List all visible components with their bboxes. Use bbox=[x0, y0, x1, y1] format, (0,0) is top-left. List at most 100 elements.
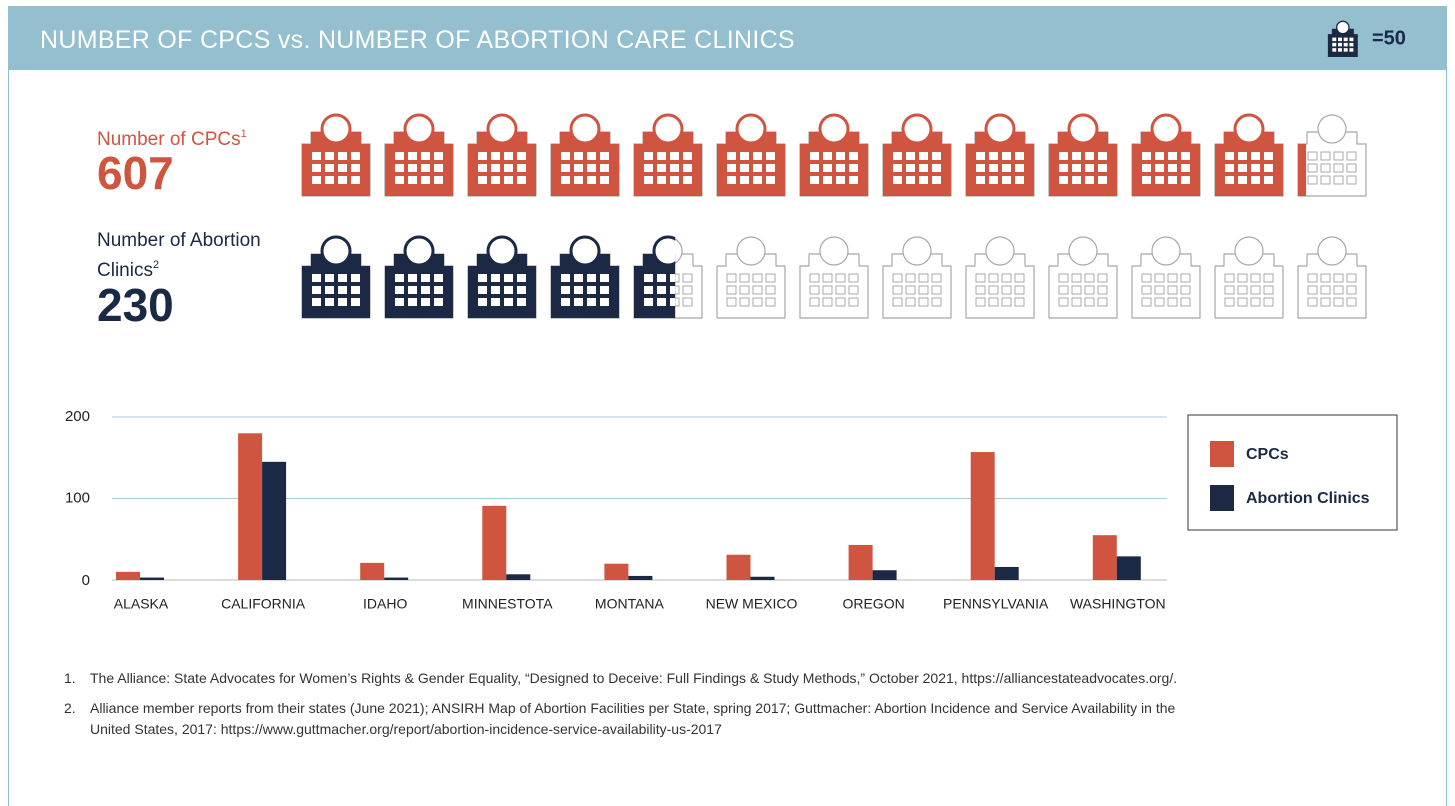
icon-window bbox=[587, 164, 596, 172]
icon-dome bbox=[1233, 113, 1265, 145]
icon-window bbox=[848, 285, 859, 295]
icon-window bbox=[1346, 297, 1357, 307]
icon-window bbox=[1349, 37, 1354, 42]
icon-dome bbox=[1317, 236, 1347, 266]
icon-window bbox=[325, 164, 334, 172]
icon-window bbox=[600, 274, 609, 282]
icon-window bbox=[1251, 152, 1260, 160]
icon-window bbox=[478, 298, 487, 306]
icon-fill bbox=[385, 235, 453, 318]
icon-window bbox=[1098, 176, 1107, 184]
icon-window bbox=[408, 298, 417, 306]
icon-window bbox=[1141, 285, 1152, 295]
icon-window bbox=[726, 297, 737, 307]
building-icon bbox=[1327, 20, 1358, 57]
icon-window bbox=[574, 176, 583, 184]
x-tick-label: PENNSYLVANIA bbox=[943, 596, 1049, 612]
icon-window bbox=[1058, 273, 1069, 283]
bar bbox=[1092, 535, 1117, 580]
icon-window bbox=[1168, 164, 1177, 172]
icon-window bbox=[976, 176, 985, 184]
icon-window bbox=[1168, 152, 1177, 160]
icon-dome bbox=[985, 236, 1015, 266]
icon-window bbox=[892, 285, 903, 295]
x-tick-label: MINNESTOTA bbox=[462, 596, 553, 612]
building-icon bbox=[1049, 113, 1117, 196]
icon-window bbox=[325, 298, 334, 306]
icon-window bbox=[848, 297, 859, 307]
icon-window bbox=[312, 176, 321, 184]
bar bbox=[994, 566, 1019, 580]
icon-window bbox=[670, 286, 676, 294]
icon-window bbox=[1155, 164, 1164, 172]
icon-window bbox=[600, 164, 609, 172]
icon-dome bbox=[486, 113, 518, 145]
icon-window bbox=[683, 152, 692, 160]
icon-window bbox=[1349, 42, 1354, 47]
bar bbox=[1116, 556, 1141, 580]
building-icon bbox=[1215, 113, 1283, 196]
icon-window bbox=[312, 298, 321, 306]
icon-window bbox=[1263, 273, 1274, 283]
icon-window bbox=[1085, 176, 1094, 184]
icon-window bbox=[1320, 297, 1331, 307]
pictograph-label: Number of Abortion Clinics2 bbox=[97, 229, 287, 283]
icon-window bbox=[835, 297, 846, 307]
footnotes: 1. The Alliance: State Advocates for Wome… bbox=[64, 668, 1194, 749]
icon-window bbox=[682, 273, 693, 283]
icon-window bbox=[683, 164, 692, 172]
icon-dome bbox=[1336, 20, 1350, 35]
building-icon bbox=[965, 236, 1035, 319]
bar bbox=[970, 452, 995, 580]
icon-window bbox=[727, 164, 736, 172]
icon-window bbox=[1225, 164, 1234, 172]
icon-window bbox=[1263, 297, 1274, 307]
icon-window bbox=[836, 152, 845, 160]
icon-window bbox=[765, 273, 776, 283]
icon-window bbox=[1238, 176, 1247, 184]
building-icon bbox=[1297, 114, 1367, 197]
icon-window bbox=[822, 273, 833, 283]
icon-window bbox=[657, 152, 666, 160]
icon-window bbox=[1237, 297, 1248, 307]
icon-window bbox=[351, 298, 360, 306]
icon-window bbox=[906, 152, 915, 160]
icon-window bbox=[919, 152, 928, 160]
icon-window bbox=[1098, 152, 1107, 160]
icon-dome bbox=[569, 113, 601, 145]
icon-window bbox=[906, 176, 915, 184]
icon-window bbox=[766, 152, 775, 160]
icon-window bbox=[644, 286, 653, 294]
icon-dome bbox=[818, 113, 850, 145]
icon-window bbox=[408, 176, 417, 184]
icon-window bbox=[1167, 273, 1178, 283]
icon-window bbox=[1154, 273, 1165, 283]
icon-window bbox=[1180, 297, 1191, 307]
icon-window bbox=[835, 273, 846, 283]
icon-window bbox=[1071, 273, 1082, 283]
y-tick-label: 100 bbox=[65, 489, 90, 506]
icon-window bbox=[325, 152, 334, 160]
icon-fill bbox=[468, 235, 536, 318]
icon-window bbox=[892, 273, 903, 283]
icon-window bbox=[408, 164, 417, 172]
icon-window bbox=[893, 152, 902, 160]
building-icon bbox=[883, 113, 951, 196]
icon-window bbox=[325, 274, 334, 282]
icon-dome bbox=[652, 235, 676, 267]
icon-fill bbox=[385, 113, 453, 196]
icon-window bbox=[1224, 273, 1235, 283]
icon-window bbox=[421, 274, 430, 282]
icon-window bbox=[989, 152, 998, 160]
icon-window bbox=[1346, 175, 1357, 185]
icon-window bbox=[434, 152, 443, 160]
icon-window bbox=[1180, 273, 1191, 283]
icon-dome bbox=[1150, 113, 1182, 145]
icon-window bbox=[988, 285, 999, 295]
icon-window bbox=[766, 176, 775, 184]
icon-window bbox=[1015, 164, 1024, 172]
icon-window bbox=[727, 152, 736, 160]
icon-window bbox=[1307, 285, 1318, 295]
icon-dome bbox=[569, 235, 601, 267]
